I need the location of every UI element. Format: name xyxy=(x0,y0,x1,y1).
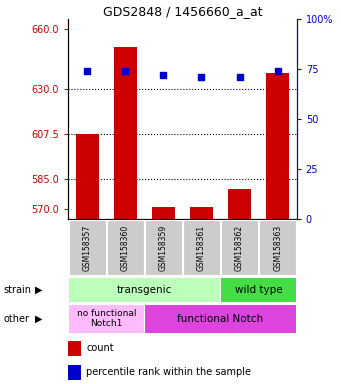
Bar xyxy=(69,220,105,275)
Bar xyxy=(221,278,296,302)
Bar xyxy=(183,220,220,275)
Text: transgenic: transgenic xyxy=(117,285,172,295)
Bar xyxy=(69,278,220,302)
Bar xyxy=(107,220,144,275)
Title: GDS2848 / 1456660_a_at: GDS2848 / 1456660_a_at xyxy=(103,5,262,18)
Text: count: count xyxy=(87,343,114,354)
Text: ▶: ▶ xyxy=(35,285,43,295)
Point xyxy=(161,72,166,78)
Bar xyxy=(266,73,289,219)
Point xyxy=(123,68,128,74)
Bar xyxy=(190,207,213,219)
Text: GSM158362: GSM158362 xyxy=(235,225,244,271)
Bar xyxy=(114,47,137,219)
Point xyxy=(275,68,280,74)
Text: GSM158359: GSM158359 xyxy=(159,225,168,271)
Text: GSM158363: GSM158363 xyxy=(273,225,282,271)
Text: strain: strain xyxy=(3,285,31,295)
Text: functional Notch: functional Notch xyxy=(177,314,264,324)
Bar xyxy=(76,134,99,219)
Text: wild type: wild type xyxy=(235,285,282,295)
Bar xyxy=(145,305,296,333)
Bar xyxy=(68,341,81,356)
Point xyxy=(85,68,90,74)
Text: percentile rank within the sample: percentile rank within the sample xyxy=(87,367,251,377)
Point xyxy=(237,74,242,80)
Bar xyxy=(228,189,251,219)
Bar xyxy=(145,220,182,275)
Point xyxy=(199,74,204,80)
Text: other: other xyxy=(3,314,29,324)
Text: ▶: ▶ xyxy=(35,314,43,324)
Text: no functional
Notch1: no functional Notch1 xyxy=(76,309,136,328)
Bar xyxy=(152,207,175,219)
Text: GSM158361: GSM158361 xyxy=(197,225,206,271)
Bar xyxy=(260,220,296,275)
Bar xyxy=(69,305,144,333)
Bar xyxy=(68,365,81,380)
Bar xyxy=(221,220,258,275)
Text: GSM158357: GSM158357 xyxy=(83,225,92,271)
Text: GSM158360: GSM158360 xyxy=(121,225,130,271)
